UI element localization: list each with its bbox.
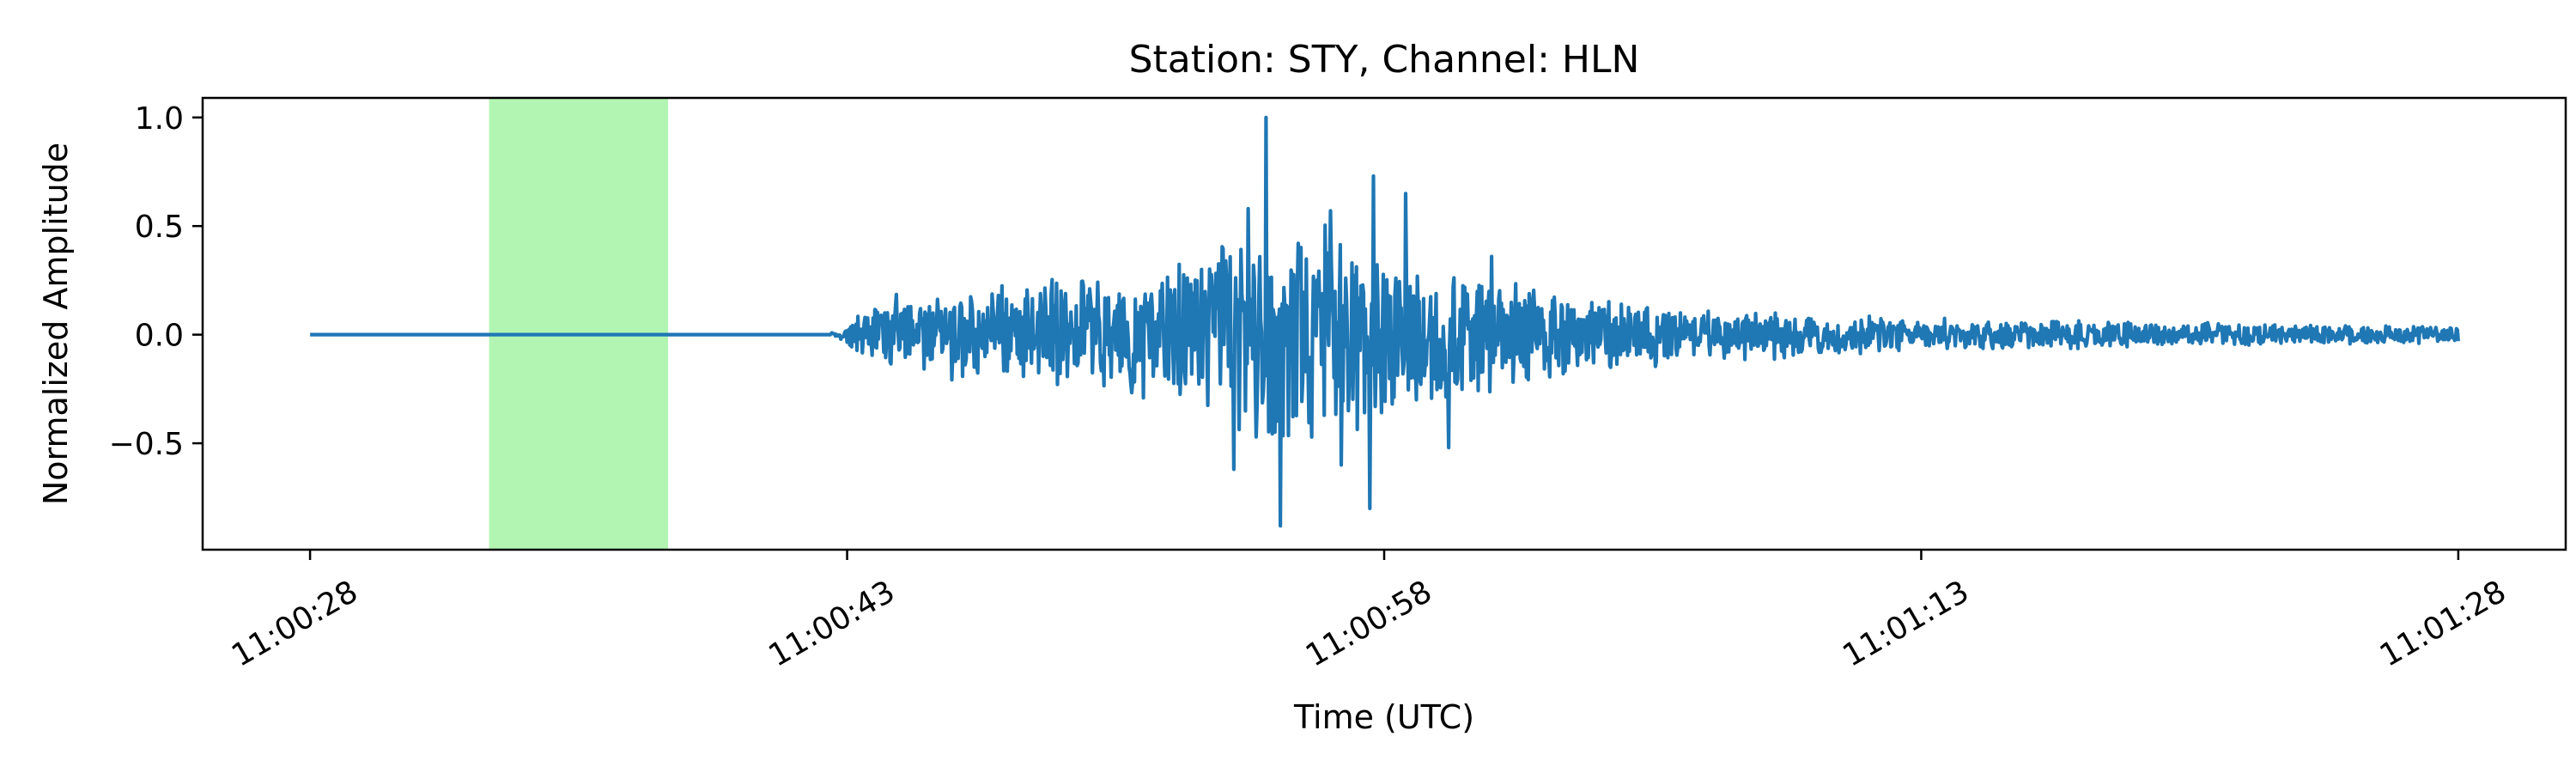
series-line — [309, 115, 2460, 528]
y-tick-label: 1.0 — [135, 101, 184, 137]
x-axis-label: Time (UTC) — [1293, 698, 1474, 736]
x-tick-label: 11:00:28 — [226, 574, 364, 673]
x-tick-label: 11:00:43 — [763, 574, 902, 673]
y-axis-label: Normalized Amplitude — [37, 143, 75, 505]
x-tick-label: 11:01:13 — [1837, 574, 1975, 673]
y-axis: 1.0 0.5 0.0 −0.5 — [109, 101, 203, 462]
y-tick-label: −0.5 — [109, 427, 184, 462]
x-tick-label: 11:01:28 — [2374, 574, 2512, 673]
chart-title: Station: STY, Channel: HLN — [1129, 38, 1640, 82]
x-tick-label: 11:00:58 — [1300, 574, 1438, 673]
y-tick-label: 0.0 — [135, 319, 184, 354]
highlight-span — [489, 98, 669, 550]
plot-area — [201, 96, 2567, 551]
x-axis: 11:00:28 11:00:43 11:00:58 11:01:13 11:01:28 — [226, 550, 2512, 674]
y-tick-label: 0.5 — [135, 210, 184, 245]
